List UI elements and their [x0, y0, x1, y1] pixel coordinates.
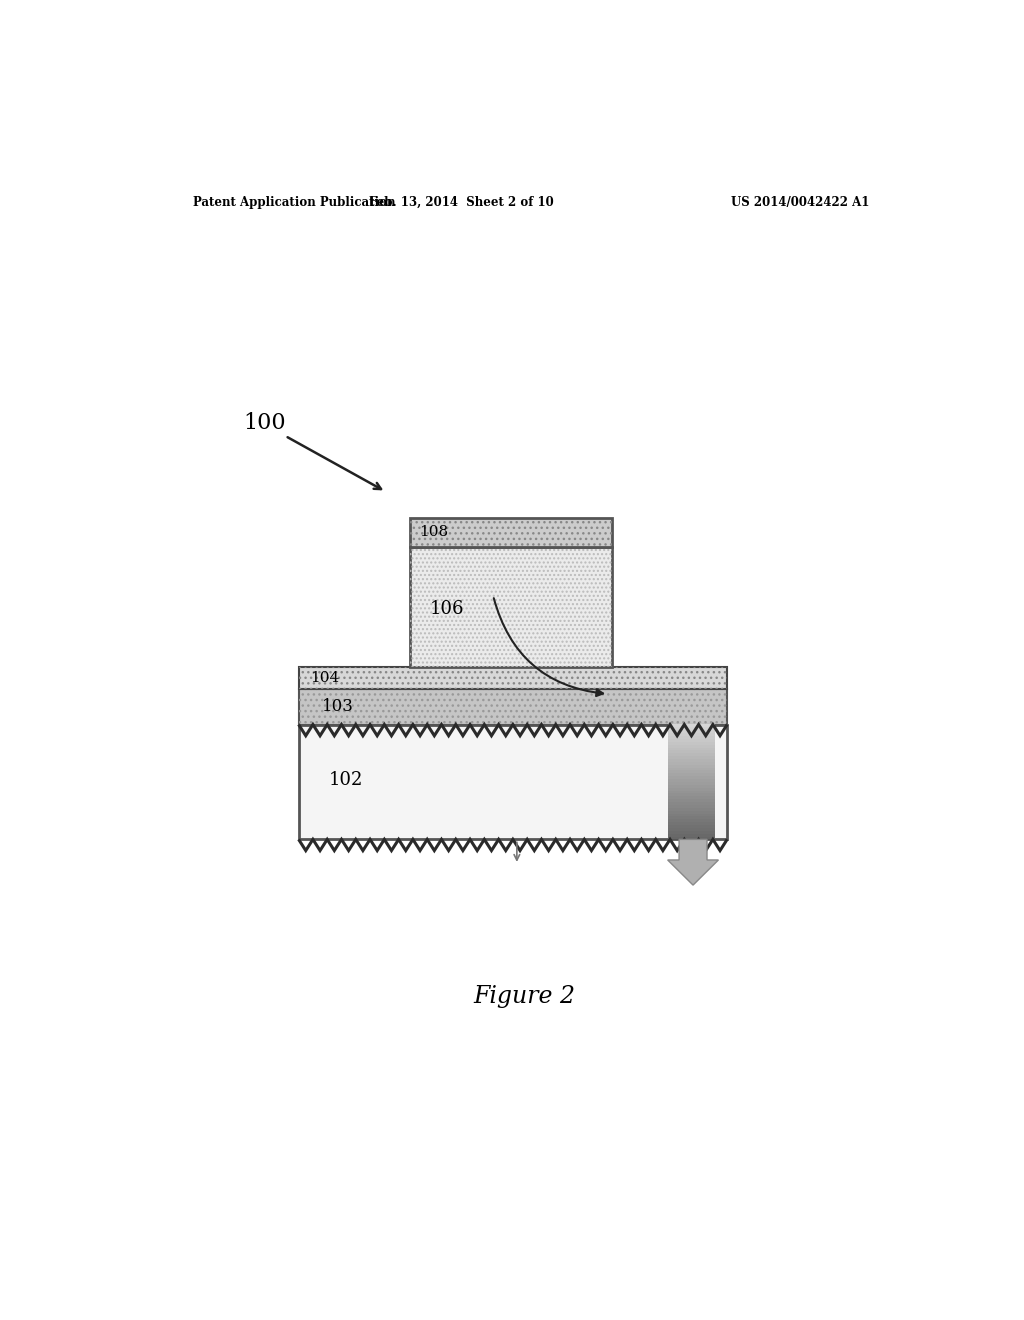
- Bar: [668, 821, 715, 825]
- Bar: [668, 738, 715, 742]
- Bar: [668, 826, 715, 830]
- Bar: [668, 775, 715, 779]
- Bar: [299, 689, 727, 725]
- Bar: [410, 519, 612, 546]
- Bar: [668, 741, 715, 744]
- Bar: [668, 789, 715, 793]
- Text: 108: 108: [419, 525, 449, 540]
- Bar: [668, 809, 715, 813]
- Text: 104: 104: [310, 671, 340, 685]
- Polygon shape: [668, 840, 719, 886]
- Bar: [668, 784, 715, 788]
- Bar: [668, 804, 715, 808]
- Bar: [668, 830, 715, 834]
- Bar: [668, 770, 715, 774]
- Bar: [668, 758, 715, 762]
- Bar: [299, 667, 727, 689]
- Bar: [299, 689, 727, 725]
- Bar: [668, 836, 715, 840]
- Text: 102: 102: [329, 771, 364, 788]
- Bar: [668, 799, 715, 803]
- Bar: [668, 801, 715, 805]
- Bar: [668, 747, 715, 750]
- Bar: [410, 546, 612, 667]
- Bar: [299, 725, 727, 840]
- Bar: [668, 807, 715, 810]
- Bar: [668, 723, 715, 727]
- Text: Feb. 13, 2014  Sheet 2 of 10: Feb. 13, 2014 Sheet 2 of 10: [369, 195, 554, 209]
- Bar: [668, 767, 715, 771]
- Bar: [668, 755, 715, 759]
- Bar: [668, 726, 715, 730]
- Text: Patent Application Publication: Patent Application Publication: [194, 195, 395, 209]
- Bar: [668, 787, 715, 791]
- Text: Figure 2: Figure 2: [474, 986, 575, 1008]
- Bar: [668, 743, 715, 747]
- Text: 103: 103: [323, 698, 354, 715]
- Bar: [668, 777, 715, 781]
- Bar: [668, 764, 715, 768]
- Bar: [668, 750, 715, 754]
- Bar: [668, 792, 715, 796]
- Bar: [668, 833, 715, 837]
- Bar: [668, 796, 715, 799]
- Bar: [668, 772, 715, 776]
- Bar: [668, 813, 715, 816]
- Text: US 2014/0042422 A1: US 2014/0042422 A1: [731, 195, 869, 209]
- Bar: [410, 519, 612, 546]
- Text: 100: 100: [243, 412, 286, 434]
- Bar: [668, 733, 715, 737]
- Bar: [668, 824, 715, 828]
- Text: 106: 106: [430, 601, 464, 618]
- Bar: [668, 781, 715, 785]
- Bar: [299, 667, 727, 689]
- Bar: [668, 752, 715, 756]
- Bar: [668, 816, 715, 820]
- Bar: [410, 546, 612, 667]
- Bar: [668, 735, 715, 739]
- Bar: [668, 818, 715, 822]
- Bar: [668, 729, 715, 733]
- Bar: [668, 760, 715, 764]
